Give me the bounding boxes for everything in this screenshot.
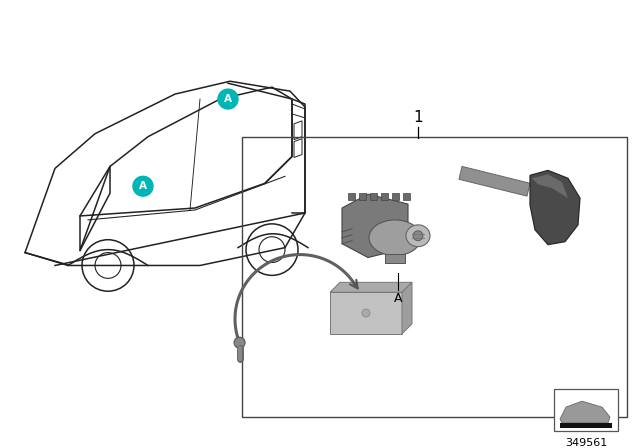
Circle shape bbox=[234, 337, 245, 348]
Polygon shape bbox=[370, 193, 377, 200]
Polygon shape bbox=[359, 193, 366, 200]
Bar bbox=[554, 389, 618, 431]
Text: A: A bbox=[394, 292, 403, 305]
Polygon shape bbox=[381, 193, 388, 200]
Polygon shape bbox=[530, 170, 580, 245]
Text: A: A bbox=[139, 181, 147, 191]
Polygon shape bbox=[459, 166, 530, 196]
Circle shape bbox=[133, 177, 153, 196]
Text: A: A bbox=[224, 94, 232, 104]
Polygon shape bbox=[403, 193, 410, 200]
Bar bbox=[560, 423, 612, 428]
Bar bbox=[242, 137, 627, 417]
Text: 1: 1 bbox=[413, 110, 423, 125]
Polygon shape bbox=[560, 401, 610, 423]
Polygon shape bbox=[342, 194, 408, 258]
Bar bbox=[330, 292, 402, 334]
Ellipse shape bbox=[406, 225, 430, 247]
Ellipse shape bbox=[369, 220, 421, 255]
Polygon shape bbox=[402, 282, 412, 334]
Polygon shape bbox=[385, 254, 405, 263]
Text: 349561: 349561 bbox=[565, 438, 607, 448]
Polygon shape bbox=[348, 193, 355, 200]
Circle shape bbox=[362, 309, 370, 317]
Polygon shape bbox=[330, 282, 412, 292]
Circle shape bbox=[218, 89, 238, 109]
Ellipse shape bbox=[413, 231, 423, 241]
Polygon shape bbox=[392, 193, 399, 200]
Polygon shape bbox=[532, 174, 568, 198]
